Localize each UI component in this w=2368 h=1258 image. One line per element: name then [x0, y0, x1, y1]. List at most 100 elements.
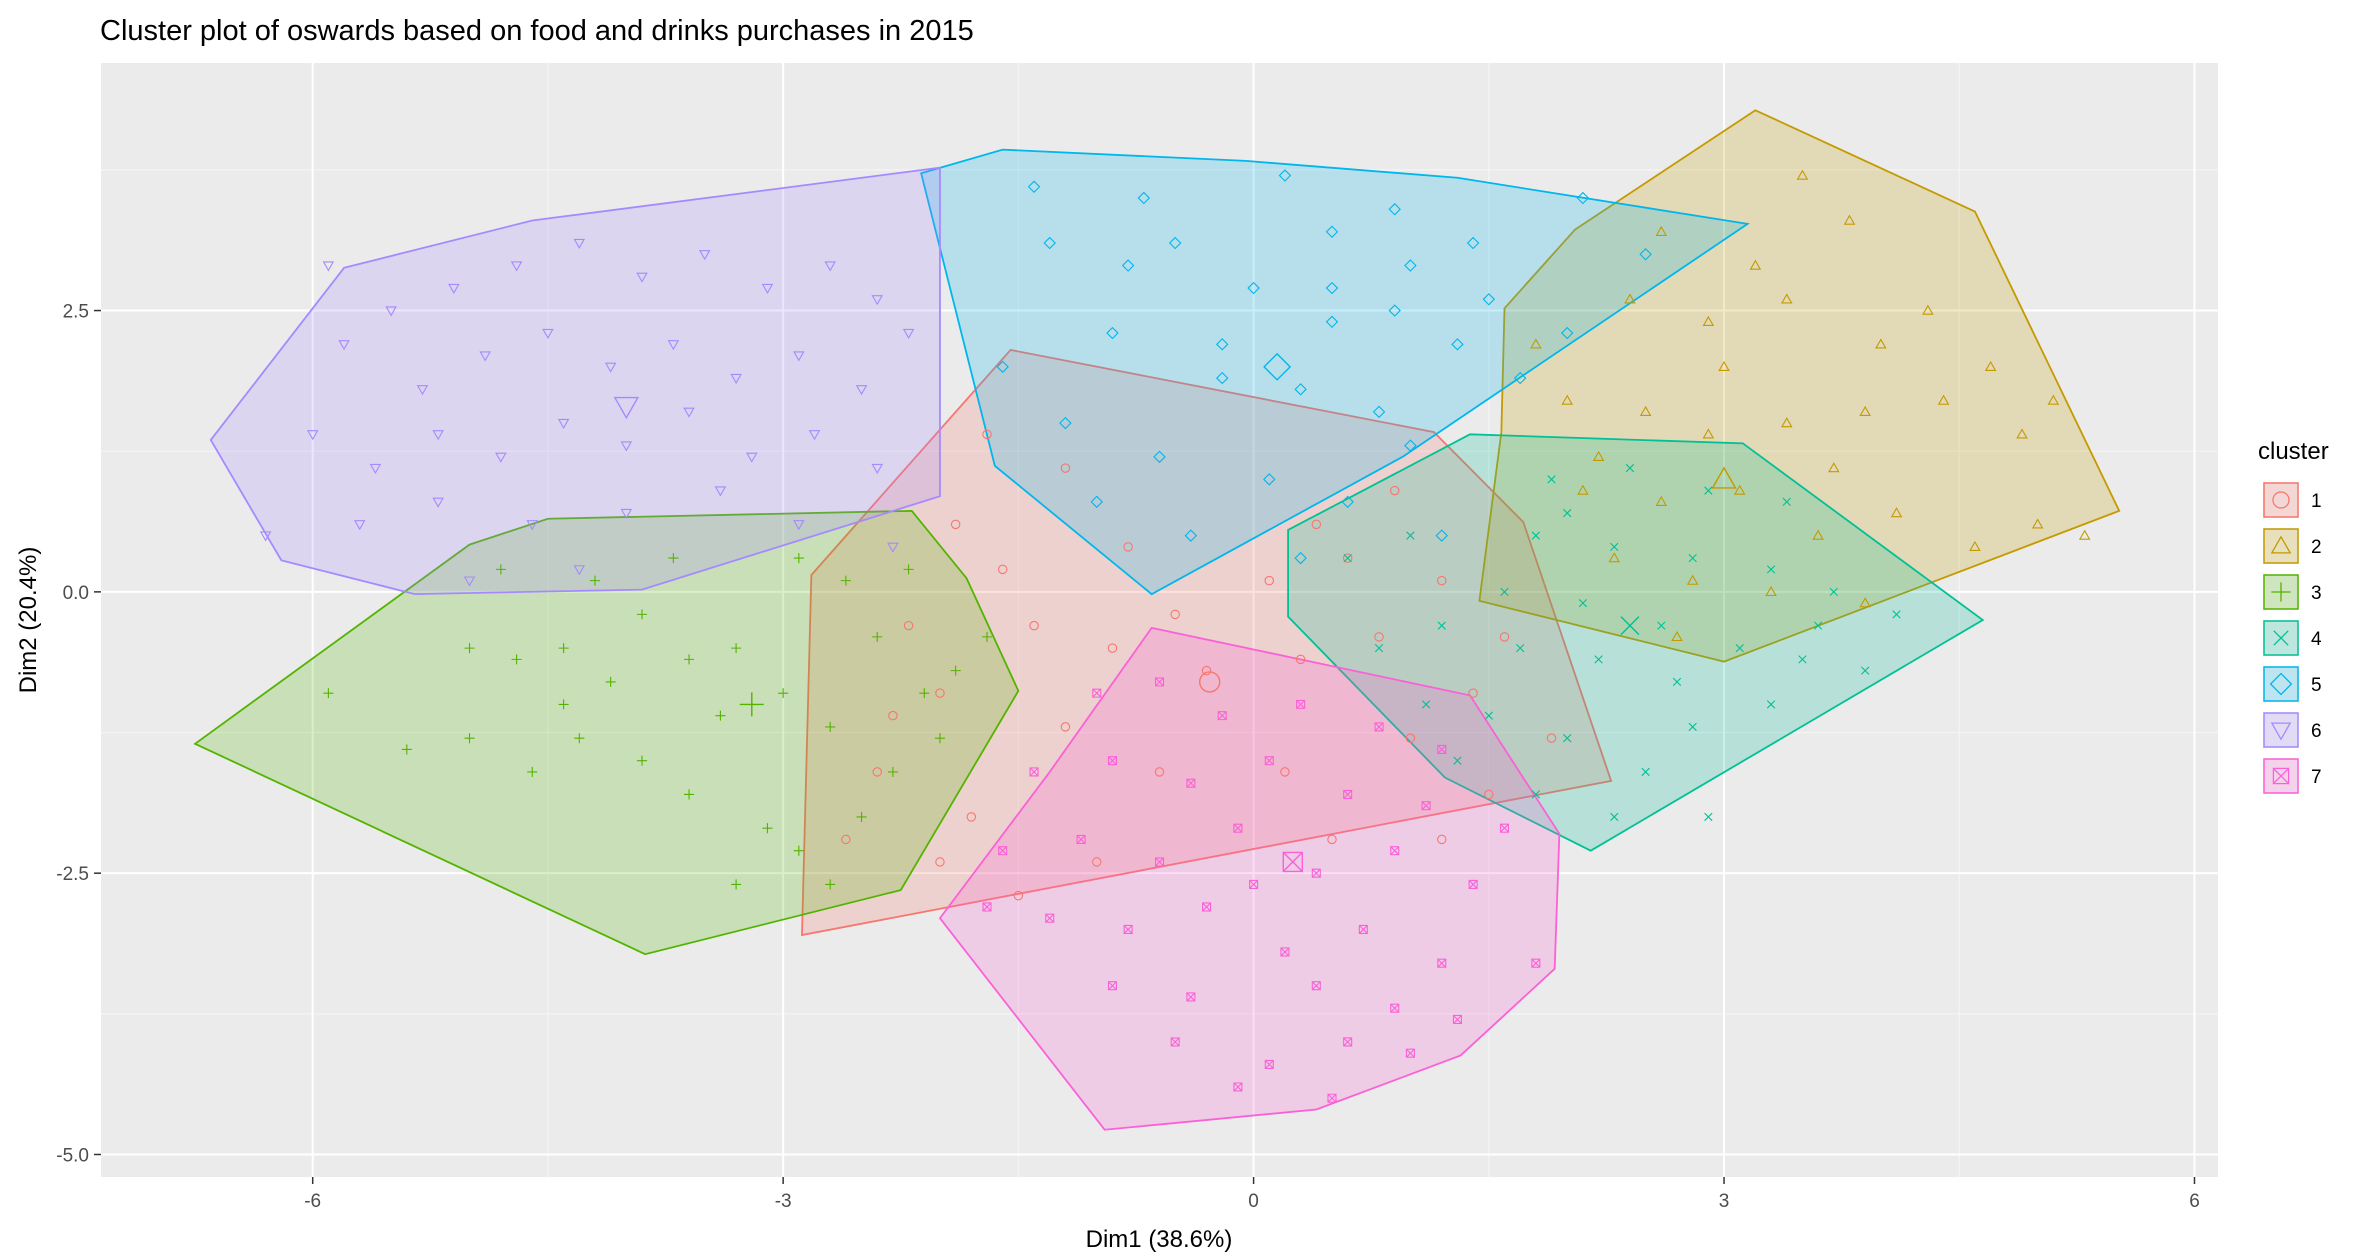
cluster-6-point: [604, 362, 617, 373]
legend-label-cluster-7: 7: [2311, 767, 2322, 788]
cluster-1-point: [1154, 767, 1165, 777]
cluster-3-point: [903, 564, 914, 575]
cluster-5-point: [1325, 281, 1339, 295]
cluster-2-point: [1671, 630, 1683, 642]
cluster-1-point: [1311, 519, 1322, 530]
cluster-2-point: [1984, 360, 1997, 371]
cluster-4-point: [1766, 700, 1776, 709]
cluster-6-point: [793, 520, 805, 531]
cluster-7-point: [1233, 823, 1243, 833]
cluster-6-point: [369, 463, 382, 475]
cluster-7-point: [1217, 711, 1227, 721]
cluster-2-center: [1711, 466, 1737, 489]
cluster-7-point: [998, 846, 1008, 856]
cluster-4-point: [1531, 790, 1541, 799]
cluster-1-point: [1123, 542, 1133, 552]
cluster-5-point: [996, 360, 1009, 374]
cluster-4-point: [1798, 655, 1807, 664]
legend-marker-cluster-5: [2269, 672, 2293, 696]
cluster-3-point: [558, 643, 569, 654]
cluster-6-point: [306, 430, 319, 441]
cluster-3-point: [793, 553, 804, 564]
cluster-3-point: [778, 688, 789, 699]
cluster-6-point: [620, 508, 633, 520]
cluster-1-hull: [801, 348, 1613, 937]
cluster-1-points: [841, 429, 1557, 901]
legend-key-cluster-1: [2263, 482, 2299, 518]
cluster-4-point: [1343, 553, 1352, 563]
cluster-1-point: [935, 688, 945, 698]
cluster-1-point: [1170, 609, 1180, 620]
y-tick-label: 0.0: [63, 583, 89, 604]
cluster-1-point: [888, 710, 898, 721]
cluster-3-point: [762, 823, 773, 834]
legend-key-cluster-5: [2263, 666, 2299, 702]
cluster-5-point: [1466, 236, 1480, 250]
legend-key-cluster-4: [2263, 620, 2299, 656]
cluster-7-point: [1233, 1082, 1243, 1092]
cluster-1-point: [1468, 688, 1478, 698]
cluster-3-point: [589, 575, 601, 586]
cluster-4-point: [1578, 598, 1588, 608]
legend: cluster 1 2 3 4 5 6 7: [2258, 438, 2329, 794]
cluster-5-point: [1090, 495, 1104, 509]
cluster-6-point: [620, 441, 633, 452]
cluster-6-point: [526, 520, 539, 531]
cluster-1-point: [982, 429, 992, 440]
cluster-3-point: [950, 665, 961, 676]
cluster-7-point: [1076, 834, 1086, 844]
cluster-4-point: [1563, 733, 1572, 743]
cluster-4-point: [1406, 531, 1415, 540]
cluster-7-point: [1296, 699, 1306, 709]
cluster-4-point: [1453, 756, 1462, 765]
x-tick-label: -6: [304, 1191, 321, 1212]
cluster-2-point: [1608, 552, 1621, 563]
cluster-1-point: [1060, 463, 1071, 473]
cluster-2-point: [1796, 169, 1809, 180]
cluster-3-point: [464, 733, 475, 744]
cluster-4-point: [1500, 587, 1509, 597]
cluster-4-point: [1563, 508, 1572, 518]
cluster-points: [259, 169, 2091, 1103]
cluster-3-points: [323, 553, 993, 890]
cluster-1-point: [950, 519, 961, 530]
cluster-7-point: [1249, 879, 1259, 889]
cluster-1-point: [1029, 620, 1039, 631]
cluster-5-point: [1106, 326, 1119, 340]
cluster-6-point: [495, 452, 507, 463]
cluster-2-point: [1843, 214, 1856, 225]
cluster-3-point: [495, 564, 506, 575]
cluster-5-point: [1278, 169, 1292, 182]
cluster-5-point: [1482, 293, 1496, 306]
cluster-5-center: [1263, 352, 1292, 381]
cluster-3-point: [684, 654, 695, 665]
cluster-3-point: [574, 733, 585, 744]
cluster-2-point: [1828, 462, 1840, 473]
cluster-7-point: [1374, 722, 1384, 732]
cluster-2-point: [1937, 394, 1950, 405]
cluster-1-point: [1264, 575, 1275, 586]
cluster-1-point: [1437, 575, 1447, 586]
cluster-5-point: [1451, 338, 1464, 351]
cluster-3-point: [636, 755, 648, 766]
cluster-7-point: [1405, 1048, 1415, 1058]
legend-key-background: [2263, 528, 2299, 564]
cluster-4-points: [1343, 463, 1901, 822]
cluster-4-point: [1374, 643, 1384, 653]
cluster-7-point: [1264, 756, 1274, 766]
cluster-2-point: [1530, 338, 1542, 349]
cluster-7-point: [1343, 789, 1353, 799]
y-tick-label: -2.5: [56, 864, 89, 885]
cluster-4-center: [1620, 616, 1640, 636]
cluster-2-point: [2031, 518, 2044, 529]
cluster-4-point: [1813, 621, 1823, 630]
cluster-2-point: [1655, 495, 1668, 507]
cluster-4-point: [1688, 722, 1697, 732]
cluster-7-point: [1311, 868, 1321, 878]
cluster-1-point: [1546, 733, 1557, 743]
cluster-6-point: [463, 576, 476, 587]
cluster-1-point: [966, 812, 977, 822]
cluster-6-point: [385, 306, 397, 317]
cluster-7-point: [1437, 958, 1447, 968]
legend-label-cluster-3: 3: [2311, 583, 2322, 604]
